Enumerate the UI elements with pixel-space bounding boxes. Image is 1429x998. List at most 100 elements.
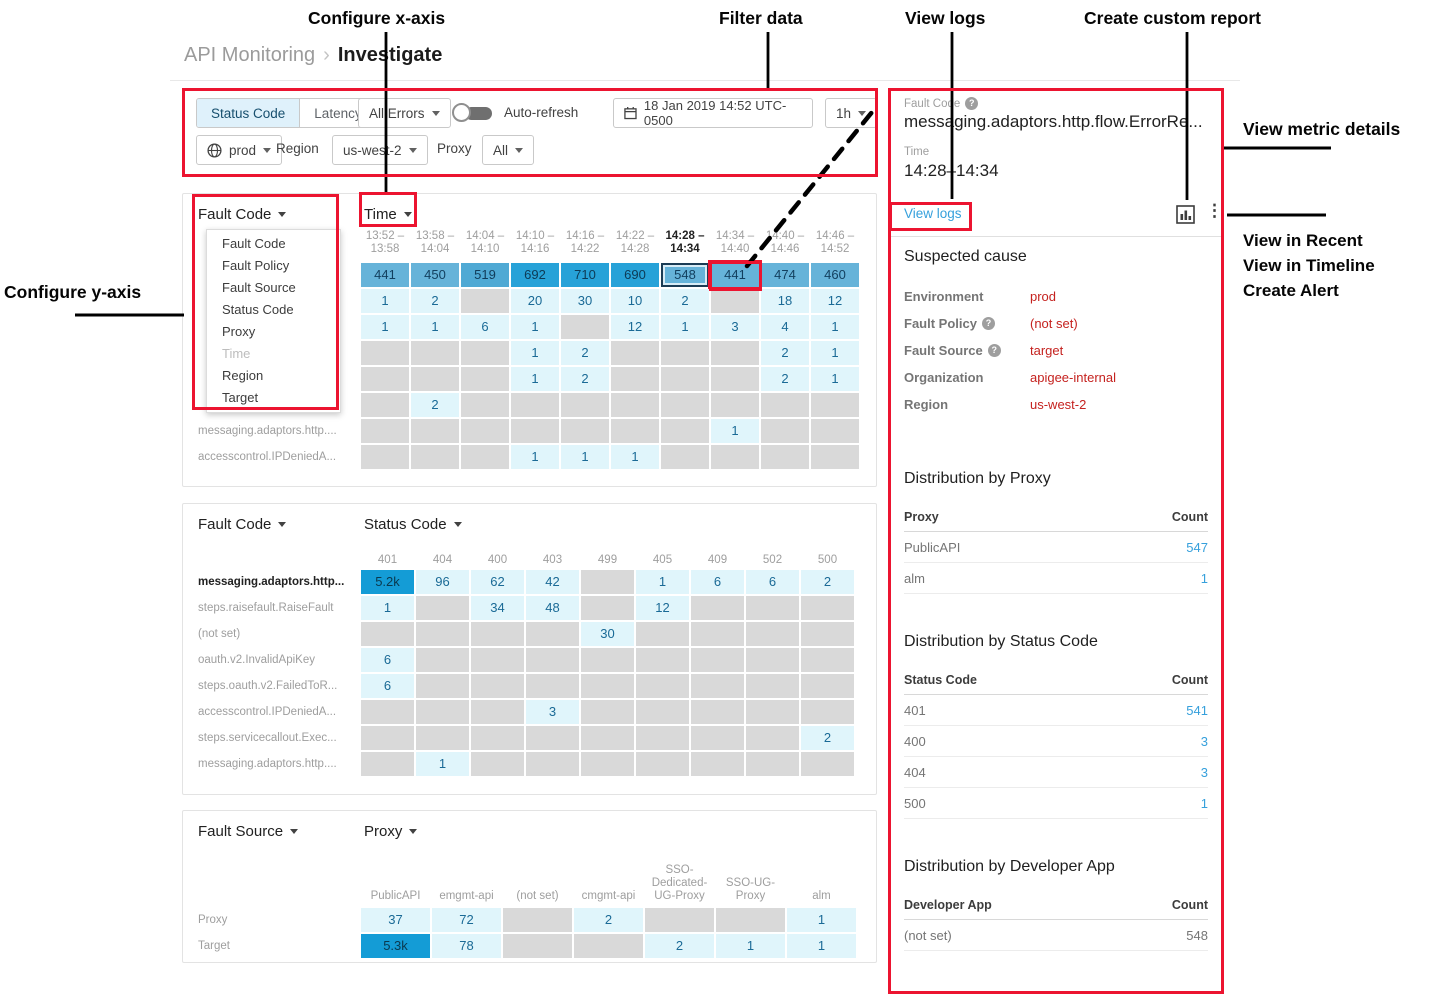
matrix-cell[interactable]: 1: [511, 367, 559, 391]
matrix-cell[interactable]: [761, 445, 809, 469]
auto-refresh-toggle[interactable]: [452, 103, 494, 123]
matrix-cell[interactable]: [746, 726, 799, 750]
matrix-cell[interactable]: [611, 419, 659, 443]
matrix-cell[interactable]: 1: [787, 908, 856, 932]
matrix-cell[interactable]: [661, 419, 709, 443]
matrix-cell[interactable]: 62: [471, 570, 524, 594]
matrix-cell[interactable]: [461, 393, 509, 417]
matrix-cell[interactable]: [691, 726, 744, 750]
matrix-cell[interactable]: 6: [361, 648, 414, 672]
matrix-cell[interactable]: 1: [361, 315, 409, 339]
matrix-cell[interactable]: 1: [611, 445, 659, 469]
matrix-cell[interactable]: [801, 674, 854, 698]
matrix-cell[interactable]: [361, 622, 414, 646]
matrix-cell[interactable]: [416, 596, 469, 620]
matrix-cell[interactable]: [511, 393, 559, 417]
matrix-cell[interactable]: [691, 622, 744, 646]
matrix-cell[interactable]: 96: [416, 570, 469, 594]
matrix-cell[interactable]: 1: [787, 934, 856, 958]
matrix-cell[interactable]: 441: [361, 263, 409, 287]
matrix-cell[interactable]: 1: [511, 315, 559, 339]
matrix-cell[interactable]: [636, 648, 689, 672]
errors-dropdown[interactable]: All Errors: [358, 98, 451, 128]
matrix-cell[interactable]: [801, 700, 854, 724]
matrix-cell[interactable]: [661, 341, 709, 365]
matrix-cell[interactable]: [801, 648, 854, 672]
matrix-cell[interactable]: [801, 752, 854, 776]
matrix-cell[interactable]: [711, 445, 759, 469]
matrix-cell[interactable]: [411, 419, 459, 443]
matrix-cell[interactable]: [416, 674, 469, 698]
menu-item-fault-policy[interactable]: Fault Policy: [222, 258, 290, 273]
matrix-cell[interactable]: 10: [611, 289, 659, 313]
matrix-cell[interactable]: [711, 367, 759, 391]
matrix-cell[interactable]: 34: [471, 596, 524, 620]
matrix-cell[interactable]: [411, 367, 459, 391]
matrix-cell[interactable]: [661, 393, 709, 417]
matrix-cell[interactable]: [581, 700, 634, 724]
matrix-cell[interactable]: [746, 622, 799, 646]
matrix-cell[interactable]: 78: [432, 934, 501, 958]
matrix-cell[interactable]: 1: [361, 289, 409, 313]
matrix-cell[interactable]: 1: [511, 341, 559, 365]
matrix-cell[interactable]: [645, 908, 714, 932]
matrix-cell[interactable]: [611, 341, 659, 365]
matrix-cell[interactable]: [526, 674, 579, 698]
matrix-cell[interactable]: [711, 393, 759, 417]
matrix-cell[interactable]: [361, 341, 409, 365]
matrix-cell[interactable]: [691, 596, 744, 620]
matrix-cell[interactable]: 42: [526, 570, 579, 594]
matrix-cell[interactable]: 20: [511, 289, 559, 313]
view-metric-details-button[interactable]: [1176, 205, 1195, 224]
matrix-cell[interactable]: [761, 419, 809, 443]
matrix-cell[interactable]: 519: [461, 263, 509, 287]
matrix-cell[interactable]: 48: [526, 596, 579, 620]
matrix-cell[interactable]: 2: [645, 934, 714, 958]
matrix-cell[interactable]: 72: [432, 908, 501, 932]
view-logs-link[interactable]: View logs: [904, 206, 962, 221]
matrix-cell[interactable]: [801, 622, 854, 646]
matrix-cell[interactable]: 2: [574, 908, 643, 932]
matrix-cell[interactable]: 1: [716, 934, 785, 958]
matrix-cell[interactable]: [471, 700, 524, 724]
matrix-cell[interactable]: [581, 596, 634, 620]
matrix-cell[interactable]: [661, 367, 709, 391]
matrix-cell[interactable]: 1: [636, 570, 689, 594]
matrix-cell[interactable]: [581, 752, 634, 776]
matrix-cell[interactable]: [416, 700, 469, 724]
matrix-cell[interactable]: [361, 393, 409, 417]
matrix-cell[interactable]: [611, 393, 659, 417]
matrix-cell[interactable]: 1: [411, 315, 459, 339]
y-axis-selector[interactable]: Fault Code: [198, 206, 287, 223]
matrix-cell[interactable]: 18: [761, 289, 809, 313]
matrix-cell[interactable]: 5.3k: [361, 934, 430, 958]
matrix-cell[interactable]: 1: [811, 367, 859, 391]
menu-item-target[interactable]: Target: [222, 390, 259, 405]
menu-item-region[interactable]: Region: [222, 368, 264, 383]
matrix-cell[interactable]: [716, 908, 785, 932]
tab-status-code[interactable]: Status Code: [197, 99, 300, 127]
matrix-cell[interactable]: [581, 674, 634, 698]
matrix-cell[interactable]: 6: [691, 570, 744, 594]
matrix-cell[interactable]: [416, 622, 469, 646]
matrix-cell[interactable]: [416, 648, 469, 672]
matrix-cell[interactable]: 2: [661, 289, 709, 313]
distribution-count-link[interactable]: 3: [1200, 733, 1208, 749]
region-dropdown[interactable]: us-west-2: [332, 135, 428, 165]
matrix-cell[interactable]: 710: [561, 263, 609, 287]
matrix-cell[interactable]: 460: [811, 263, 859, 287]
matrix-cell[interactable]: [746, 752, 799, 776]
matrix-cell[interactable]: [561, 315, 609, 339]
distribution-count-link[interactable]: 547: [1186, 539, 1208, 555]
matrix-cell[interactable]: 1: [361, 596, 414, 620]
matrix-cell[interactable]: [691, 700, 744, 724]
distribution-count-link[interactable]: 1: [1200, 570, 1208, 586]
matrix-cell[interactable]: [526, 752, 579, 776]
matrix-cell[interactable]: [581, 648, 634, 672]
matrix-cell[interactable]: 1: [661, 315, 709, 339]
matrix-cell[interactable]: 2: [801, 570, 854, 594]
menu-item-proxy[interactable]: Proxy: [222, 324, 256, 339]
matrix-cell[interactable]: [471, 752, 524, 776]
matrix-cell[interactable]: [461, 367, 509, 391]
matrix-cell[interactable]: 12: [611, 315, 659, 339]
